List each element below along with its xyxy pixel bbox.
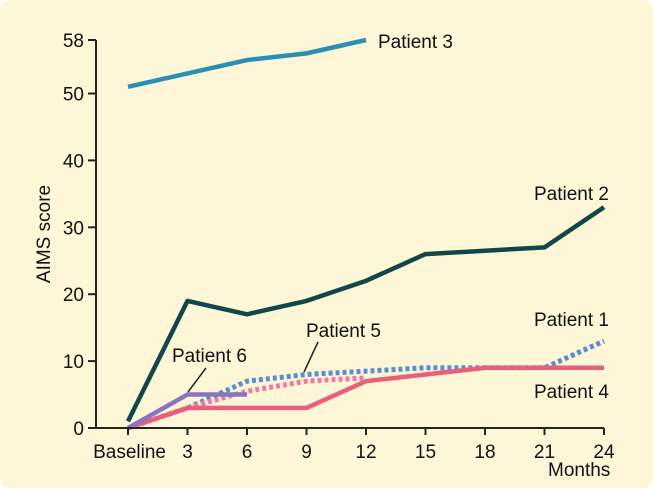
x-tick-label: 9 [301, 442, 312, 463]
series-label-patient-2: Patient 2 [534, 184, 609, 205]
series-label-patient-3: Patient 3 [378, 32, 453, 53]
x-tick-label: 3 [182, 442, 193, 463]
x-tick-label: 21 [534, 442, 555, 463]
x-tick-label: 15 [415, 442, 436, 463]
y-tick-label: 30 [63, 218, 84, 239]
x-tick-label: 12 [355, 442, 376, 463]
series-label-patient-1: Patient 1 [534, 310, 609, 331]
y-tick-label: 58 [63, 31, 84, 52]
y-axis-title: AIMS score [34, 185, 55, 283]
y-tick-label: 40 [63, 151, 84, 172]
series-label-patient-6: Patient 6 [172, 346, 247, 367]
series-line-patient-5 [127, 375, 367, 431]
y-tick-label: 20 [63, 285, 84, 306]
x-tick-label: Baseline [93, 442, 166, 463]
y-tick-label: 50 [63, 85, 84, 106]
x-tick-label: 6 [242, 442, 253, 463]
y-tick-label: 0 [73, 419, 84, 440]
series-line-patient-3 [127, 37, 367, 90]
leader-line-patient-5 [303, 341, 319, 373]
x-tick-label: 18 [474, 442, 495, 463]
series-label-patient-4: Patient 4 [534, 382, 609, 403]
leader-line-patient-6 [187, 367, 207, 393]
x-axis-title: Months [548, 460, 610, 481]
series-line-patient-4 [127, 365, 604, 431]
series-label-patient-5: Patient 5 [306, 321, 381, 342]
series-line-patient-2 [125, 205, 606, 423]
x-tick-label: 24 [593, 442, 615, 463]
y-tick-label: 10 [63, 352, 84, 373]
series-line-patient-6 [126, 392, 247, 430]
